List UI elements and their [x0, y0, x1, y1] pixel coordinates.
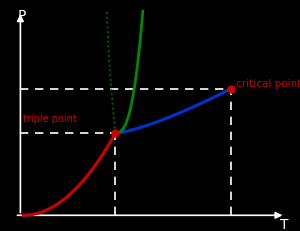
Text: triple point: triple point	[23, 114, 77, 124]
Text: critical point: critical point	[236, 79, 300, 89]
Text: T: T	[280, 218, 288, 231]
Text: P: P	[17, 9, 26, 23]
